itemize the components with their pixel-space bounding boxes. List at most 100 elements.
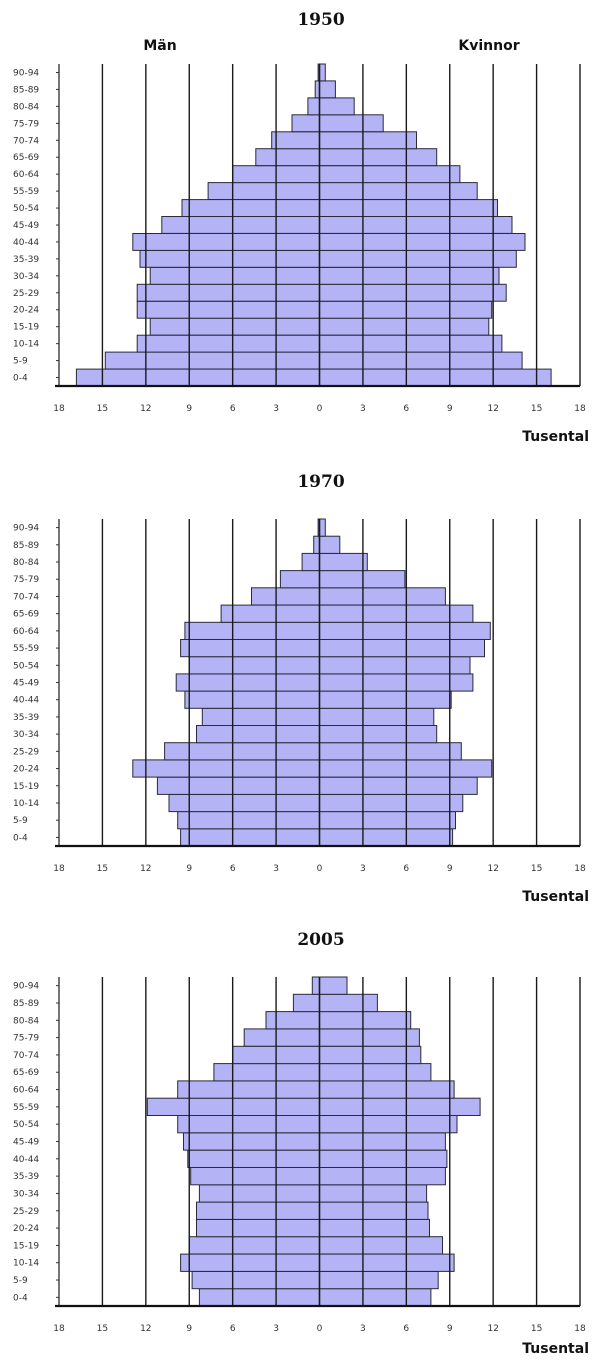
age-label: 65-69: [13, 610, 39, 620]
chart-title: 1970: [297, 472, 344, 492]
bar-women-30-34: [319, 725, 438, 744]
bar-men-40-44: [187, 1149, 320, 1168]
pyramid-1950: 1950 Män Kvinnor 0-4 5-9 10-14 15-19 20-24 25-29…: [13, 10, 589, 445]
age-label: 40-44: [13, 238, 39, 248]
bar-men-15-19: [188, 1236, 321, 1255]
x-tick-label: 12: [487, 864, 498, 874]
bar-women-35-39: [319, 1167, 446, 1186]
x-tick-label: 6: [230, 1324, 236, 1334]
bar-women-10-14: [319, 1253, 455, 1272]
age-label: 90-94: [13, 69, 39, 79]
unit-label: Tusental: [522, 1341, 589, 1357]
age-label: 90-94: [13, 982, 39, 992]
x-tick-label: 12: [487, 404, 498, 414]
x-tick-label: 9: [447, 404, 453, 414]
age-label: 0-4: [13, 1293, 28, 1303]
bar-women-65-69: [319, 148, 438, 167]
bar-women-70-74: [319, 587, 446, 606]
bar-men-35-39: [139, 249, 320, 268]
age-label: 85-89: [13, 541, 39, 551]
age-label: 80-84: [13, 102, 39, 112]
age-label: 15-19: [13, 782, 39, 792]
bar-men-90-94: [311, 976, 320, 995]
age-label: 30-34: [13, 1189, 39, 1199]
bar-men-75-79: [243, 1028, 320, 1047]
bar-men-70-74: [271, 131, 321, 150]
bar-men-20-24: [196, 1218, 320, 1238]
x-tick-label: 6: [403, 864, 409, 874]
age-label: 80-84: [13, 558, 39, 568]
bar-women-60-64: [319, 1080, 455, 1099]
x-tick-label: 6: [403, 404, 409, 414]
bar-men-45-49: [175, 673, 320, 692]
age-label: 45-49: [13, 1138, 39, 1148]
bar-women-40-44: [319, 1149, 448, 1168]
x-tick-label: 9: [186, 404, 192, 414]
bar-women-35-39: [319, 249, 517, 268]
bar-men-25-29: [136, 283, 320, 302]
age-label: 80-84: [13, 1016, 39, 1026]
bar-women-25-29: [319, 1201, 429, 1220]
bar-men-40-44: [132, 233, 320, 251]
bar-women-50-54: [319, 199, 498, 218]
bar-women-20-24: [319, 300, 493, 319]
age-label: 55-59: [13, 1103, 39, 1113]
x-tick-label: 0: [317, 1324, 323, 1334]
age-label: 75-79: [13, 119, 39, 129]
age-label: 5-9: [13, 816, 28, 826]
unit-label: Tusental: [522, 429, 589, 445]
bar-women-25-29: [319, 742, 462, 761]
age-label: 90-94: [13, 524, 39, 534]
bar-women-5-9: [319, 811, 456, 830]
x-tick-label: 15: [531, 404, 542, 414]
bar-women-75-79: [319, 114, 384, 133]
age-label: 35-39: [13, 255, 39, 265]
bar-women-25-29: [319, 283, 507, 302]
age-label: 40-44: [13, 1155, 39, 1165]
age-label: 85-89: [13, 85, 39, 95]
chart-title: 1950: [297, 10, 344, 30]
x-tick-label: 3: [360, 404, 366, 414]
x-tick-label: 3: [273, 1324, 279, 1334]
bar-women-60-64: [319, 165, 461, 184]
x-tick-label: 0: [317, 404, 323, 414]
unit-label: Tusental: [522, 889, 589, 905]
bar-men-55-59: [207, 182, 321, 201]
bar-women-90-94: [319, 976, 348, 995]
men-label: Män: [143, 38, 176, 54]
bar-women-90-94: [319, 63, 326, 82]
age-label: 5-9: [13, 1276, 28, 1286]
bar-men-80-84: [307, 97, 320, 116]
age-label: 30-34: [13, 730, 39, 740]
bar-women-5-9: [319, 351, 523, 370]
x-tick-label: 9: [186, 864, 192, 874]
bar-men-60-64: [184, 621, 320, 640]
age-label: 65-69: [13, 1068, 39, 1078]
bar-men-40-44: [184, 690, 320, 709]
x-tick-label: 15: [97, 864, 108, 874]
x-tick-label: 15: [531, 864, 542, 874]
age-label: 35-39: [13, 713, 39, 723]
bar-men-75-79: [291, 114, 320, 133]
x-tick-label: 9: [447, 1324, 453, 1334]
bar-men-35-39: [201, 707, 320, 726]
bar-women-45-49: [319, 216, 513, 234]
x-tick-label: 0: [317, 864, 323, 874]
x-tick-label: 12: [487, 1324, 498, 1334]
age-label: 10-14: [13, 340, 39, 350]
bar-men-20-24: [132, 759, 320, 778]
bar-women-15-19: [319, 1236, 443, 1255]
bar-men-5-9: [177, 811, 320, 830]
bar-women-30-34: [319, 266, 500, 285]
age-label: 40-44: [13, 696, 39, 706]
pyramid-2005: 2005 0-4 5-9 10-14 15-19 20-24 25-29 30-34 35-39…: [13, 930, 589, 1357]
bar-men-30-34: [196, 725, 320, 744]
bar-women-80-84: [319, 97, 355, 116]
age-label: 25-29: [13, 747, 39, 757]
age-label: 50-54: [13, 1120, 39, 1130]
x-tick-label: 18: [574, 404, 586, 414]
x-tick-label: 3: [273, 864, 279, 874]
bar-women-75-79: [319, 570, 406, 589]
age-label: 35-39: [13, 1172, 39, 1182]
